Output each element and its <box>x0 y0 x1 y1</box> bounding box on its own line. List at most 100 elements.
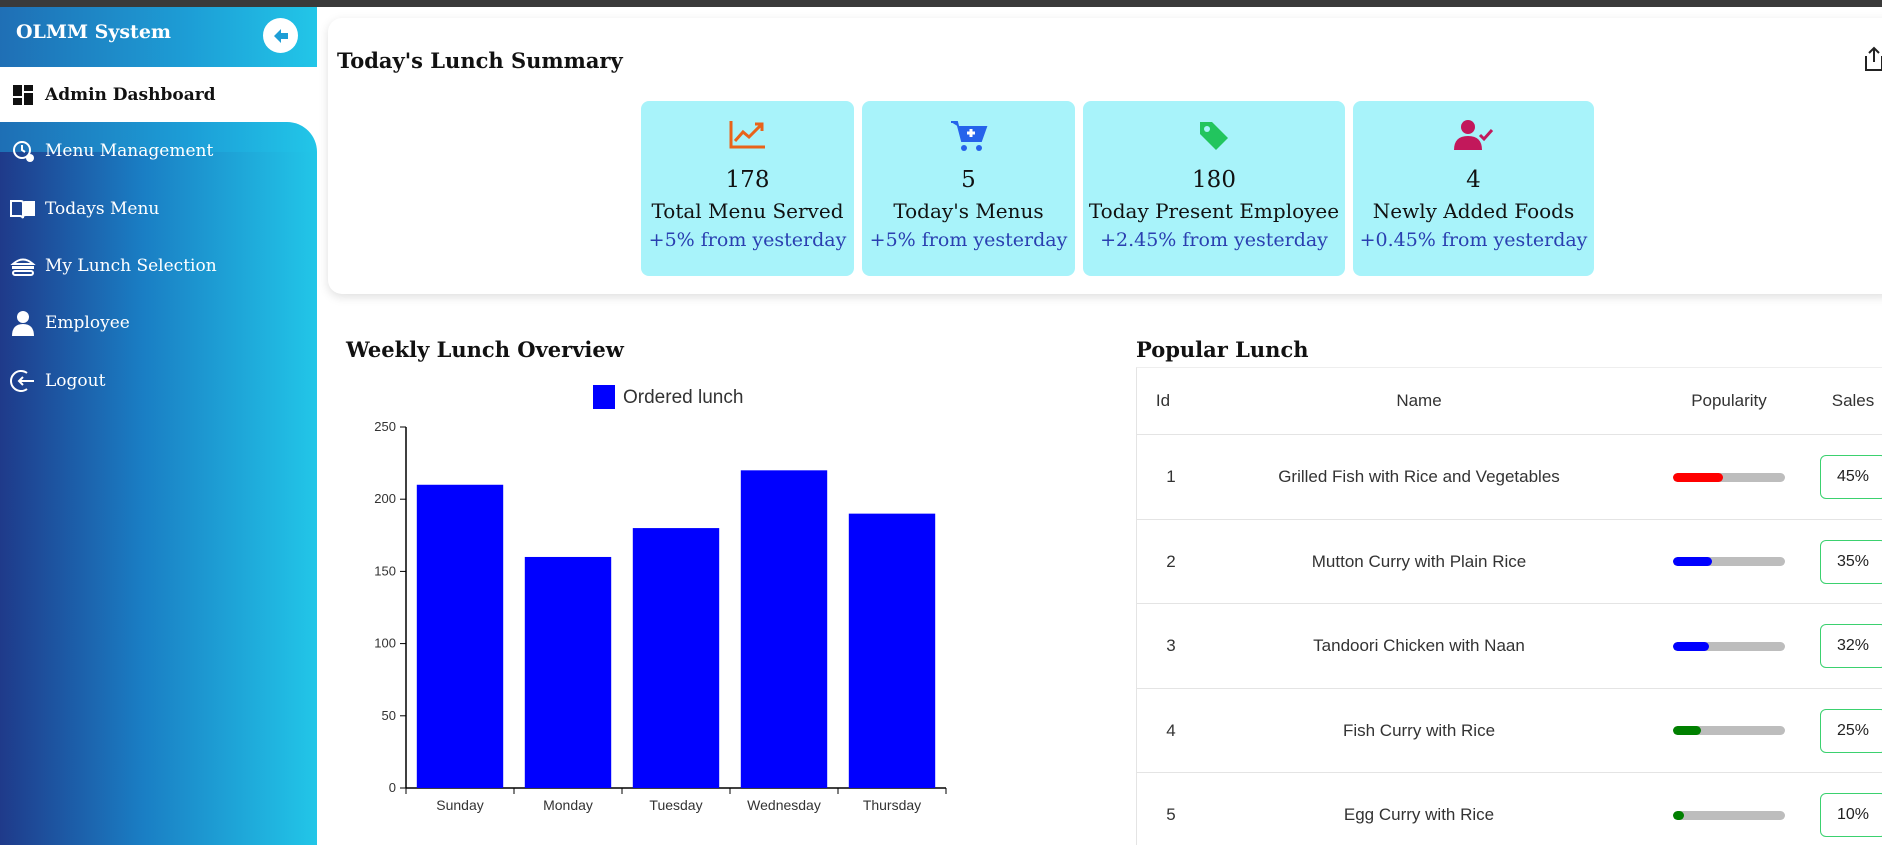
x-tick-label: Thursday <box>863 797 921 813</box>
collapse-sidebar-button[interactable] <box>263 18 298 53</box>
sales-badge: 25% <box>1819 708 1882 753</box>
table-header-row: Id Name Popularity Sales <box>1137 368 1882 435</box>
menu-settings-icon <box>0 138 45 164</box>
stat-card-today-present-employee: 180 Today Present Employee +2.45% from y… <box>1083 101 1345 276</box>
sidebar-item-logout[interactable]: Logout <box>0 359 317 403</box>
popularity-bar-fill <box>1673 726 1701 735</box>
row-name: Grilled Fish with Rice and Vegetables <box>1278 467 1560 486</box>
cart-plus-icon <box>862 119 1075 153</box>
popularity-bar-fill <box>1673 810 1685 820</box>
column-header-name: Name <box>1396 391 1442 410</box>
popularity-cell <box>1649 689 1809 772</box>
app-title: OLMM System <box>16 21 172 43</box>
popularity-bar-fill <box>1673 472 1724 482</box>
y-tick-label: 200 <box>374 491 396 506</box>
sidebar-item-label: Menu Management <box>45 141 214 161</box>
y-tick-label: 250 <box>374 419 396 434</box>
row-name: Egg Curry with Rice <box>1343 805 1495 824</box>
sidebar-item-admin-dashboard[interactable]: Admin Dashboard <box>0 67 317 122</box>
stat-value: 180 <box>1192 167 1236 193</box>
stat-label: Total Menu Served <box>651 199 844 223</box>
legend-label: Ordered lunch <box>623 387 743 408</box>
stat-card-todays-menus: 5 Today's Menus +5% from yesterday <box>862 101 1075 276</box>
sales-badge: 32% <box>1819 624 1882 668</box>
column-header-popularity: Popularity <box>1691 391 1767 410</box>
sidebar-header: OLMM System <box>0 7 317 67</box>
browser-top-bar <box>0 0 1882 7</box>
popularity-bar-fill <box>1673 641 1709 651</box>
arrow-left-icon <box>273 28 288 43</box>
row-id: 5 <box>1166 805 1176 824</box>
user-check-icon <box>1353 119 1594 153</box>
stat-change: +2.45% from yesterday <box>1100 229 1328 251</box>
column-header-id: Id <box>1155 391 1171 410</box>
sidebar: OLMM System Admin Dashboard Menu Managem… <box>0 7 317 845</box>
row-id: 2 <box>1166 551 1176 571</box>
stat-card-total-menu-served: 178 Total Menu Served +5% from yesterday <box>641 101 854 276</box>
popularity-bar <box>1673 810 1785 820</box>
x-tick-label: Tuesday <box>649 797 702 813</box>
sidebar-item-my-lunch-selection[interactable]: My Lunch Selection <box>0 244 317 288</box>
legend-swatch <box>593 385 615 409</box>
tag-icon <box>1083 119 1345 153</box>
weekly-lunch-bar-chart: Ordered lunch 0 50 100 150 200 250 Sunday Monda… <box>374 385 947 813</box>
summary-title: Today's Lunch Summary <box>337 48 623 73</box>
popularity-bar <box>1673 726 1785 735</box>
bar-sunday <box>416 484 504 788</box>
bar-monday <box>524 556 612 788</box>
export-icon[interactable] <box>1862 46 1882 72</box>
stat-value: 5 <box>961 167 976 193</box>
weekly-chart-title: Weekly Lunch Overview <box>346 337 624 362</box>
y-tick-label: 100 <box>374 636 396 651</box>
logout-icon <box>0 368 45 394</box>
row-name: Tandoori Chicken with Naan <box>1313 636 1525 655</box>
row-id: 1 <box>1166 467 1176 486</box>
sidebar-item-label: My Lunch Selection <box>45 256 217 276</box>
popular-lunch-title: Popular Lunch <box>1136 337 1309 362</box>
sales-badge: 45% <box>1819 455 1882 499</box>
stat-change: +5% from yesterday <box>869 229 1068 251</box>
row-id: 3 <box>1166 636 1176 655</box>
stat-label: Newly Added Foods <box>1372 199 1575 223</box>
stat-value: 178 <box>725 167 770 193</box>
popularity-cell <box>1649 773 1809 845</box>
x-tick-label: Monday <box>543 797 593 813</box>
y-tick-label: 50 <box>382 708 396 723</box>
table-row: 4 Fish Curry with Rice 25% <box>1137 689 1882 773</box>
sidebar-item-label: Admin Dashboard <box>45 84 216 105</box>
sales-badge: 35% <box>1819 539 1882 584</box>
bar-wednesday <box>740 470 828 788</box>
sales-cell: 25% <box>1809 689 1882 772</box>
column-header-sales: Sales <box>1831 391 1875 410</box>
sidebar-item-employee[interactable]: Employee <box>0 301 317 345</box>
row-id: 4 <box>1166 720 1176 740</box>
table-row: 2 Mutton Curry with Plain Rice 35% <box>1137 520 1882 604</box>
stat-card-newly-added-foods: 4 Newly Added Foods +0.45% from yesterda… <box>1353 101 1594 276</box>
y-tick-label: 150 <box>374 563 396 578</box>
bar-tuesday <box>632 528 720 788</box>
row-name: Mutton Curry with Plain Rice <box>1311 551 1527 571</box>
popular-lunch-table: Id Name Popularity Sales 1 Grilled Fish w… <box>1136 367 1882 845</box>
popularity-cell <box>1649 604 1809 688</box>
person-icon <box>0 310 45 336</box>
popularity-bar <box>1673 557 1785 566</box>
row-name: Fish Curry with Rice <box>1342 720 1496 740</box>
sales-cell: 32% <box>1809 604 1882 688</box>
table-row: 3 Tandoori Chicken with Naan 32% <box>1137 604 1882 689</box>
dashboard-icon <box>0 84 45 106</box>
sales-cell: 35% <box>1809 520 1882 603</box>
bar-thursday <box>848 513 936 788</box>
popularity-cell <box>1649 520 1809 603</box>
table-row: 5 Egg Curry with Rice 10% <box>1137 773 1882 845</box>
popularity-bar <box>1673 641 1785 651</box>
x-tick-label: Sunday <box>436 797 483 813</box>
popularity-bar <box>1673 472 1785 482</box>
sales-cell: 45% <box>1809 435 1882 519</box>
x-tick-label: Wednesday <box>747 797 821 813</box>
sidebar-item-menu-management[interactable]: Menu Management <box>0 129 317 173</box>
sidebar-item-todays-menu[interactable]: Todays Menu <box>0 187 317 231</box>
y-tick-label: 0 <box>389 780 396 795</box>
sales-cell: 10% <box>1809 773 1882 845</box>
book-icon <box>0 198 45 220</box>
sidebar-item-label: Employee <box>45 313 130 333</box>
